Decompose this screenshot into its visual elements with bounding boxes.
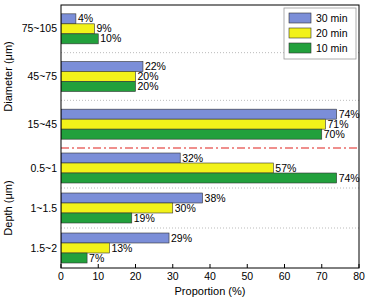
x-tick-label: 70 — [316, 270, 328, 282]
bars — [61, 14, 337, 139]
legend-label: 30 min — [316, 12, 348, 24]
y-axis-title: Diameter (μm) — [2, 41, 14, 112]
group-separator — [61, 228, 359, 229]
x-tick — [98, 264, 99, 268]
category-label: 45~75 — [28, 70, 58, 82]
x-tick-label: 20 — [130, 270, 142, 282]
category-label: 1~1.5 — [30, 202, 57, 214]
group-separator — [61, 188, 359, 189]
bar — [61, 109, 337, 119]
chart: 75~1054%9%10%45~7522%20%20%15~4574%71%70… — [0, 0, 369, 299]
panel-separator — [61, 147, 359, 148]
x-tick — [135, 264, 136, 268]
x-tick-label: 60 — [279, 270, 291, 282]
x-tick-label: 10 — [92, 270, 104, 282]
bar — [61, 82, 136, 92]
bar — [61, 203, 173, 213]
category-label: 1.5~2 — [30, 242, 57, 254]
bar — [61, 153, 180, 163]
bar — [61, 72, 136, 82]
category-label: 0.5~1 — [30, 162, 57, 174]
bar — [61, 173, 337, 183]
bar — [61, 119, 325, 129]
bar — [61, 24, 95, 34]
x-tick-label: 0 — [58, 270, 64, 282]
data-label: 70% — [324, 128, 345, 140]
data-label: 74% — [339, 172, 360, 184]
data-label: 57% — [275, 162, 296, 174]
x-tick — [247, 264, 248, 268]
data-label: 10% — [100, 32, 121, 44]
legend-swatch — [289, 43, 311, 53]
bars — [61, 153, 337, 263]
legend-label: 10 min — [316, 42, 348, 54]
category-label: 75~105 — [22, 22, 57, 34]
bar — [61, 163, 273, 173]
x-axis-title: Proportion (%) — [175, 285, 246, 297]
bar — [61, 253, 87, 263]
bar — [61, 213, 132, 223]
bar — [61, 14, 76, 24]
data-label: 19% — [134, 212, 155, 224]
bar — [61, 129, 322, 139]
data-label: 13% — [111, 242, 132, 254]
group-separator — [61, 100, 359, 101]
legend-label: 20 min — [316, 27, 348, 39]
bar — [61, 62, 143, 72]
labels: 75~1054%9%10%45~7522%20%20%15~4574%71%70… — [22, 12, 360, 139]
bar — [61, 34, 98, 44]
x-tick — [172, 264, 173, 268]
data-label: 4% — [78, 12, 93, 24]
legend-swatch — [289, 13, 311, 23]
x-tick — [284, 264, 285, 268]
data-label: 7% — [89, 252, 104, 264]
data-label: 38% — [205, 192, 226, 204]
x-tick-label: 30 — [167, 270, 179, 282]
x-tick-label: 40 — [204, 270, 216, 282]
x-tick — [321, 264, 322, 268]
plot-frame — [61, 5, 359, 268]
category-label: 15~45 — [28, 118, 58, 130]
data-label: 29% — [171, 232, 192, 244]
x-tick-label: 50 — [241, 270, 253, 282]
data-label: 20% — [138, 80, 159, 92]
legend-swatch — [289, 28, 311, 38]
x-tick-label: 80 — [353, 270, 365, 282]
y-axis-title: Depth (μm) — [2, 180, 14, 235]
data-label: 30% — [175, 202, 196, 214]
legend: 30 min 20 min 10 min — [284, 8, 356, 59]
labels: 0.5~1 32% 57% 74% 1~1.5 38% 30% 19% 1.5~2 29% 13% 7… — [30, 152, 359, 264]
x-tick — [210, 264, 211, 268]
data-label: 32% — [182, 152, 203, 164]
legend-box — [284, 8, 356, 59]
